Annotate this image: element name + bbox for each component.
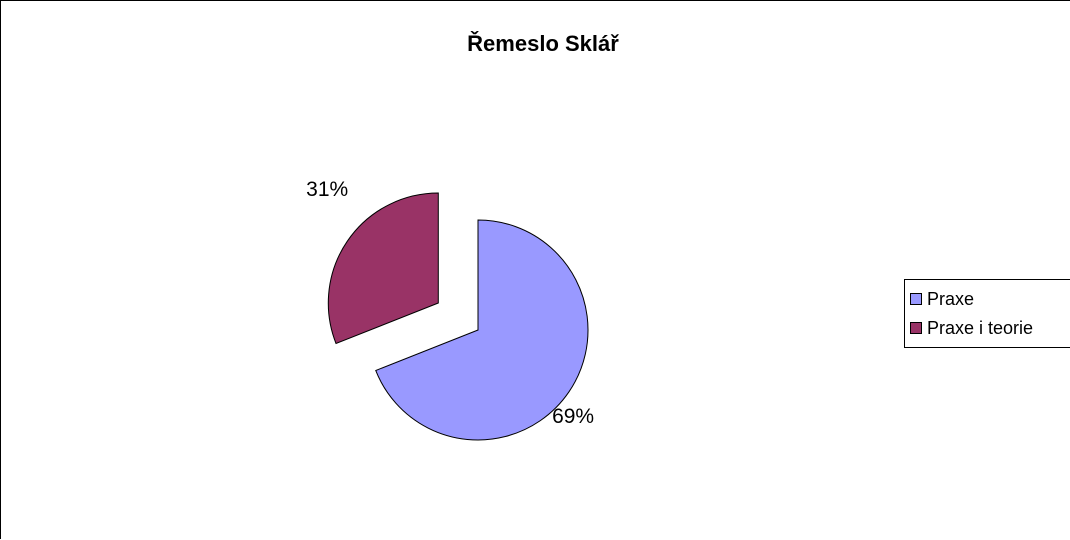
legend-label-praxe: Praxe	[927, 288, 975, 309]
legend-swatch-praxe	[910, 293, 922, 305]
pie-slice-praxe	[375, 219, 589, 441]
legend-swatch-praxe-i-teorie	[910, 322, 922, 334]
legend-item-praxe: Praxe	[910, 288, 974, 310]
legend-item-praxe-i-teorie: Praxe i teorie	[910, 317, 1033, 339]
chart-title: Řemeslo Sklář	[467, 31, 619, 56]
slice-label-praxe: 69%	[552, 405, 594, 428]
legend: Praxe Praxe i teorie	[904, 279, 1070, 348]
slice-label-praxe-i-teorie: 31%	[306, 178, 348, 201]
legend-label-praxe-i-teorie: Praxe i teorie	[927, 317, 1034, 338]
pie-slice-praxe-i-teorie	[327, 192, 439, 345]
